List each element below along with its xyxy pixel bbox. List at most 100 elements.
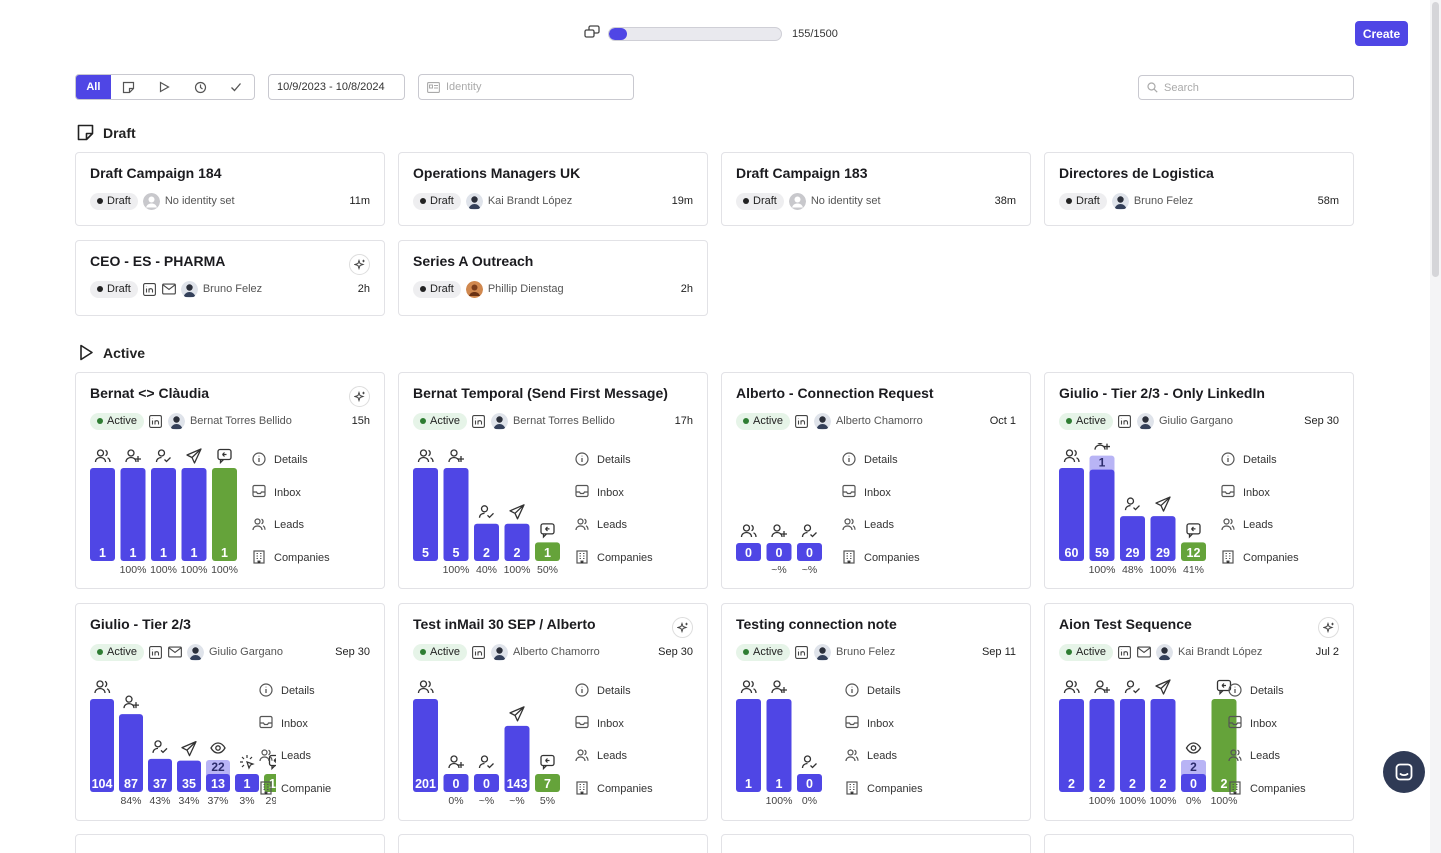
funnel-bar[interactable] <box>1059 699 1084 792</box>
funnel-bar[interactable] <box>535 542 560 561</box>
campaign-card-partial[interactable] <box>1044 834 1354 853</box>
link-inbox[interactable]: Inbox <box>845 715 923 734</box>
link-leads[interactable]: Leads <box>259 747 331 766</box>
funnel-bar[interactable] <box>443 468 469 561</box>
link-companies[interactable]: Companies <box>252 549 330 568</box>
link-companies[interactable]: Companie <box>259 780 331 799</box>
funnel-bar[interactable] <box>443 774 469 792</box>
ai-sparkle-button[interactable] <box>1318 617 1339 638</box>
funnel-bar[interactable] <box>413 699 438 792</box>
link-details[interactable]: Details <box>1228 682 1306 701</box>
link-inbox[interactable]: Inbox <box>1228 715 1306 734</box>
funnel-bar[interactable] <box>151 468 176 561</box>
filter-draft-button[interactable] <box>111 75 147 99</box>
funnel-bar[interactable] <box>1120 516 1145 561</box>
link-companies[interactable]: Companies <box>1228 780 1306 799</box>
campaign-card[interactable]: Operations Managers UK Draft Kai Brandt Ló… <box>398 152 708 226</box>
create-button[interactable]: Create <box>1355 21 1408 46</box>
funnel-bar[interactable] <box>1089 699 1115 792</box>
funnel-bar[interactable] <box>736 699 761 792</box>
campaign-card[interactable]: Aion Test Sequence Active Kai Brandt López… <box>1044 603 1354 821</box>
link-leads[interactable]: Leads <box>842 516 920 535</box>
funnel-bar[interactable] <box>1211 699 1237 792</box>
filter-scheduled-button[interactable] <box>182 75 218 99</box>
funnel-bar[interactable] <box>90 468 115 561</box>
campaign-card-partial[interactable] <box>721 834 1031 853</box>
campaign-card[interactable]: Directores de Logistica Draft Bruno Felez 5… <box>1044 152 1354 226</box>
link-details[interactable]: Details <box>845 682 923 701</box>
funnel-bar[interactable] <box>504 725 530 792</box>
link-inbox[interactable]: Inbox <box>575 715 653 734</box>
link-leads[interactable]: Leads <box>575 747 653 766</box>
filter-all-button[interactable]: All <box>76 75 111 99</box>
campaign-card[interactable]: Bernat <> Clàudia Active Bernat Torres Bel… <box>75 372 385 589</box>
funnel-bar[interactable] <box>90 699 114 792</box>
campaign-card[interactable]: Draft Campaign 184 Draft No identity set 11… <box>75 152 385 226</box>
funnel-bar[interactable] <box>1181 542 1206 561</box>
funnel-bar[interactable] <box>1120 699 1145 792</box>
link-companies[interactable]: Companies <box>575 549 653 568</box>
link-companies[interactable]: Companies <box>1221 549 1299 568</box>
campaign-card[interactable]: Bernat Temporal (Send First Message) Acti… <box>398 372 708 589</box>
link-companies[interactable]: Companies <box>842 549 920 568</box>
funnel-bar[interactable] <box>1059 468 1084 561</box>
date-range-picker[interactable]: 10/9/2023 - 10/8/2024 <box>268 74 405 100</box>
support-chat-button[interactable] <box>1383 751 1425 793</box>
scrollbar-thumb[interactable] <box>1432 2 1439 277</box>
link-leads[interactable]: Leads <box>252 516 330 535</box>
funnel-bar[interactable] <box>212 468 237 561</box>
campaign-card[interactable]: Testing connection note Active Bruno Felez… <box>721 603 1031 821</box>
link-inbox[interactable]: Inbox <box>252 484 330 503</box>
funnel-bar[interactable] <box>235 774 259 792</box>
link-leads[interactable]: Leads <box>1228 747 1306 766</box>
link-details[interactable]: Details <box>842 451 920 470</box>
filter-active-button[interactable] <box>147 75 183 99</box>
funnel-bar[interactable] <box>535 774 560 792</box>
funnel-bar[interactable] <box>120 468 146 561</box>
ai-sparkle-button[interactable] <box>349 386 370 407</box>
funnel-bar[interactable] <box>177 760 201 792</box>
link-details[interactable]: Details <box>575 682 653 701</box>
funnel-bar[interactable] <box>797 543 822 561</box>
link-leads[interactable]: Leads <box>845 747 923 766</box>
link-inbox[interactable]: Inbox <box>1221 484 1299 503</box>
funnel-bar[interactable] <box>206 774 230 792</box>
funnel-bar[interactable] <box>504 523 530 561</box>
funnel-bar[interactable] <box>1150 699 1176 792</box>
link-details[interactable]: Details <box>259 682 331 701</box>
campaign-card-partial[interactable] <box>398 834 708 853</box>
campaign-card[interactable]: Series A Outreach Draft Phillip Dienstag 2h <box>398 240 708 316</box>
funnel-bar[interactable] <box>1181 774 1206 792</box>
funnel-bar[interactable] <box>1089 469 1115 561</box>
identity-select[interactable]: Identity <box>418 74 634 100</box>
campaign-card-partial[interactable] <box>75 834 385 853</box>
scrollbar-track[interactable] <box>1430 0 1441 853</box>
funnel-bar[interactable] <box>148 758 172 792</box>
funnel-bar[interactable] <box>413 468 438 561</box>
link-inbox[interactable]: Inbox <box>575 484 653 503</box>
link-companies[interactable]: Companies <box>845 780 923 799</box>
link-leads[interactable]: Leads <box>1221 516 1299 535</box>
link-leads[interactable]: Leads <box>575 516 653 535</box>
link-details[interactable]: Details <box>575 451 653 470</box>
campaign-card[interactable]: Test inMail 30 SEP / Alberto Active Albert… <box>398 603 708 821</box>
campaign-card[interactable]: Giulio - Tier 2/3 Active Giulio Gargano Sep… <box>75 603 385 821</box>
link-inbox[interactable]: Inbox <box>842 484 920 503</box>
link-details[interactable]: Details <box>252 451 330 470</box>
funnel-bar[interactable] <box>797 774 822 792</box>
filter-completed-button[interactable] <box>218 75 254 99</box>
funnel-bar[interactable] <box>119 714 143 792</box>
funnel-bar[interactable] <box>736 543 761 561</box>
funnel-bar[interactable] <box>181 468 207 561</box>
campaign-card[interactable]: Alberto - Connection Request Active Albert… <box>721 372 1031 589</box>
campaign-card[interactable]: CEO - ES - PHARMA Draft Bruno Felez 2h <box>75 240 385 316</box>
funnel-bar[interactable] <box>474 523 499 561</box>
link-details[interactable]: Details <box>1221 451 1299 470</box>
link-inbox[interactable]: Inbox <box>259 715 331 734</box>
funnel-bar[interactable] <box>1150 516 1176 561</box>
funnel-bar[interactable] <box>766 543 792 561</box>
funnel-bar[interactable] <box>474 774 499 792</box>
search-input[interactable]: Search <box>1138 75 1354 100</box>
ai-sparkle-button[interactable] <box>349 254 370 275</box>
link-companies[interactable]: Companies <box>575 780 653 799</box>
